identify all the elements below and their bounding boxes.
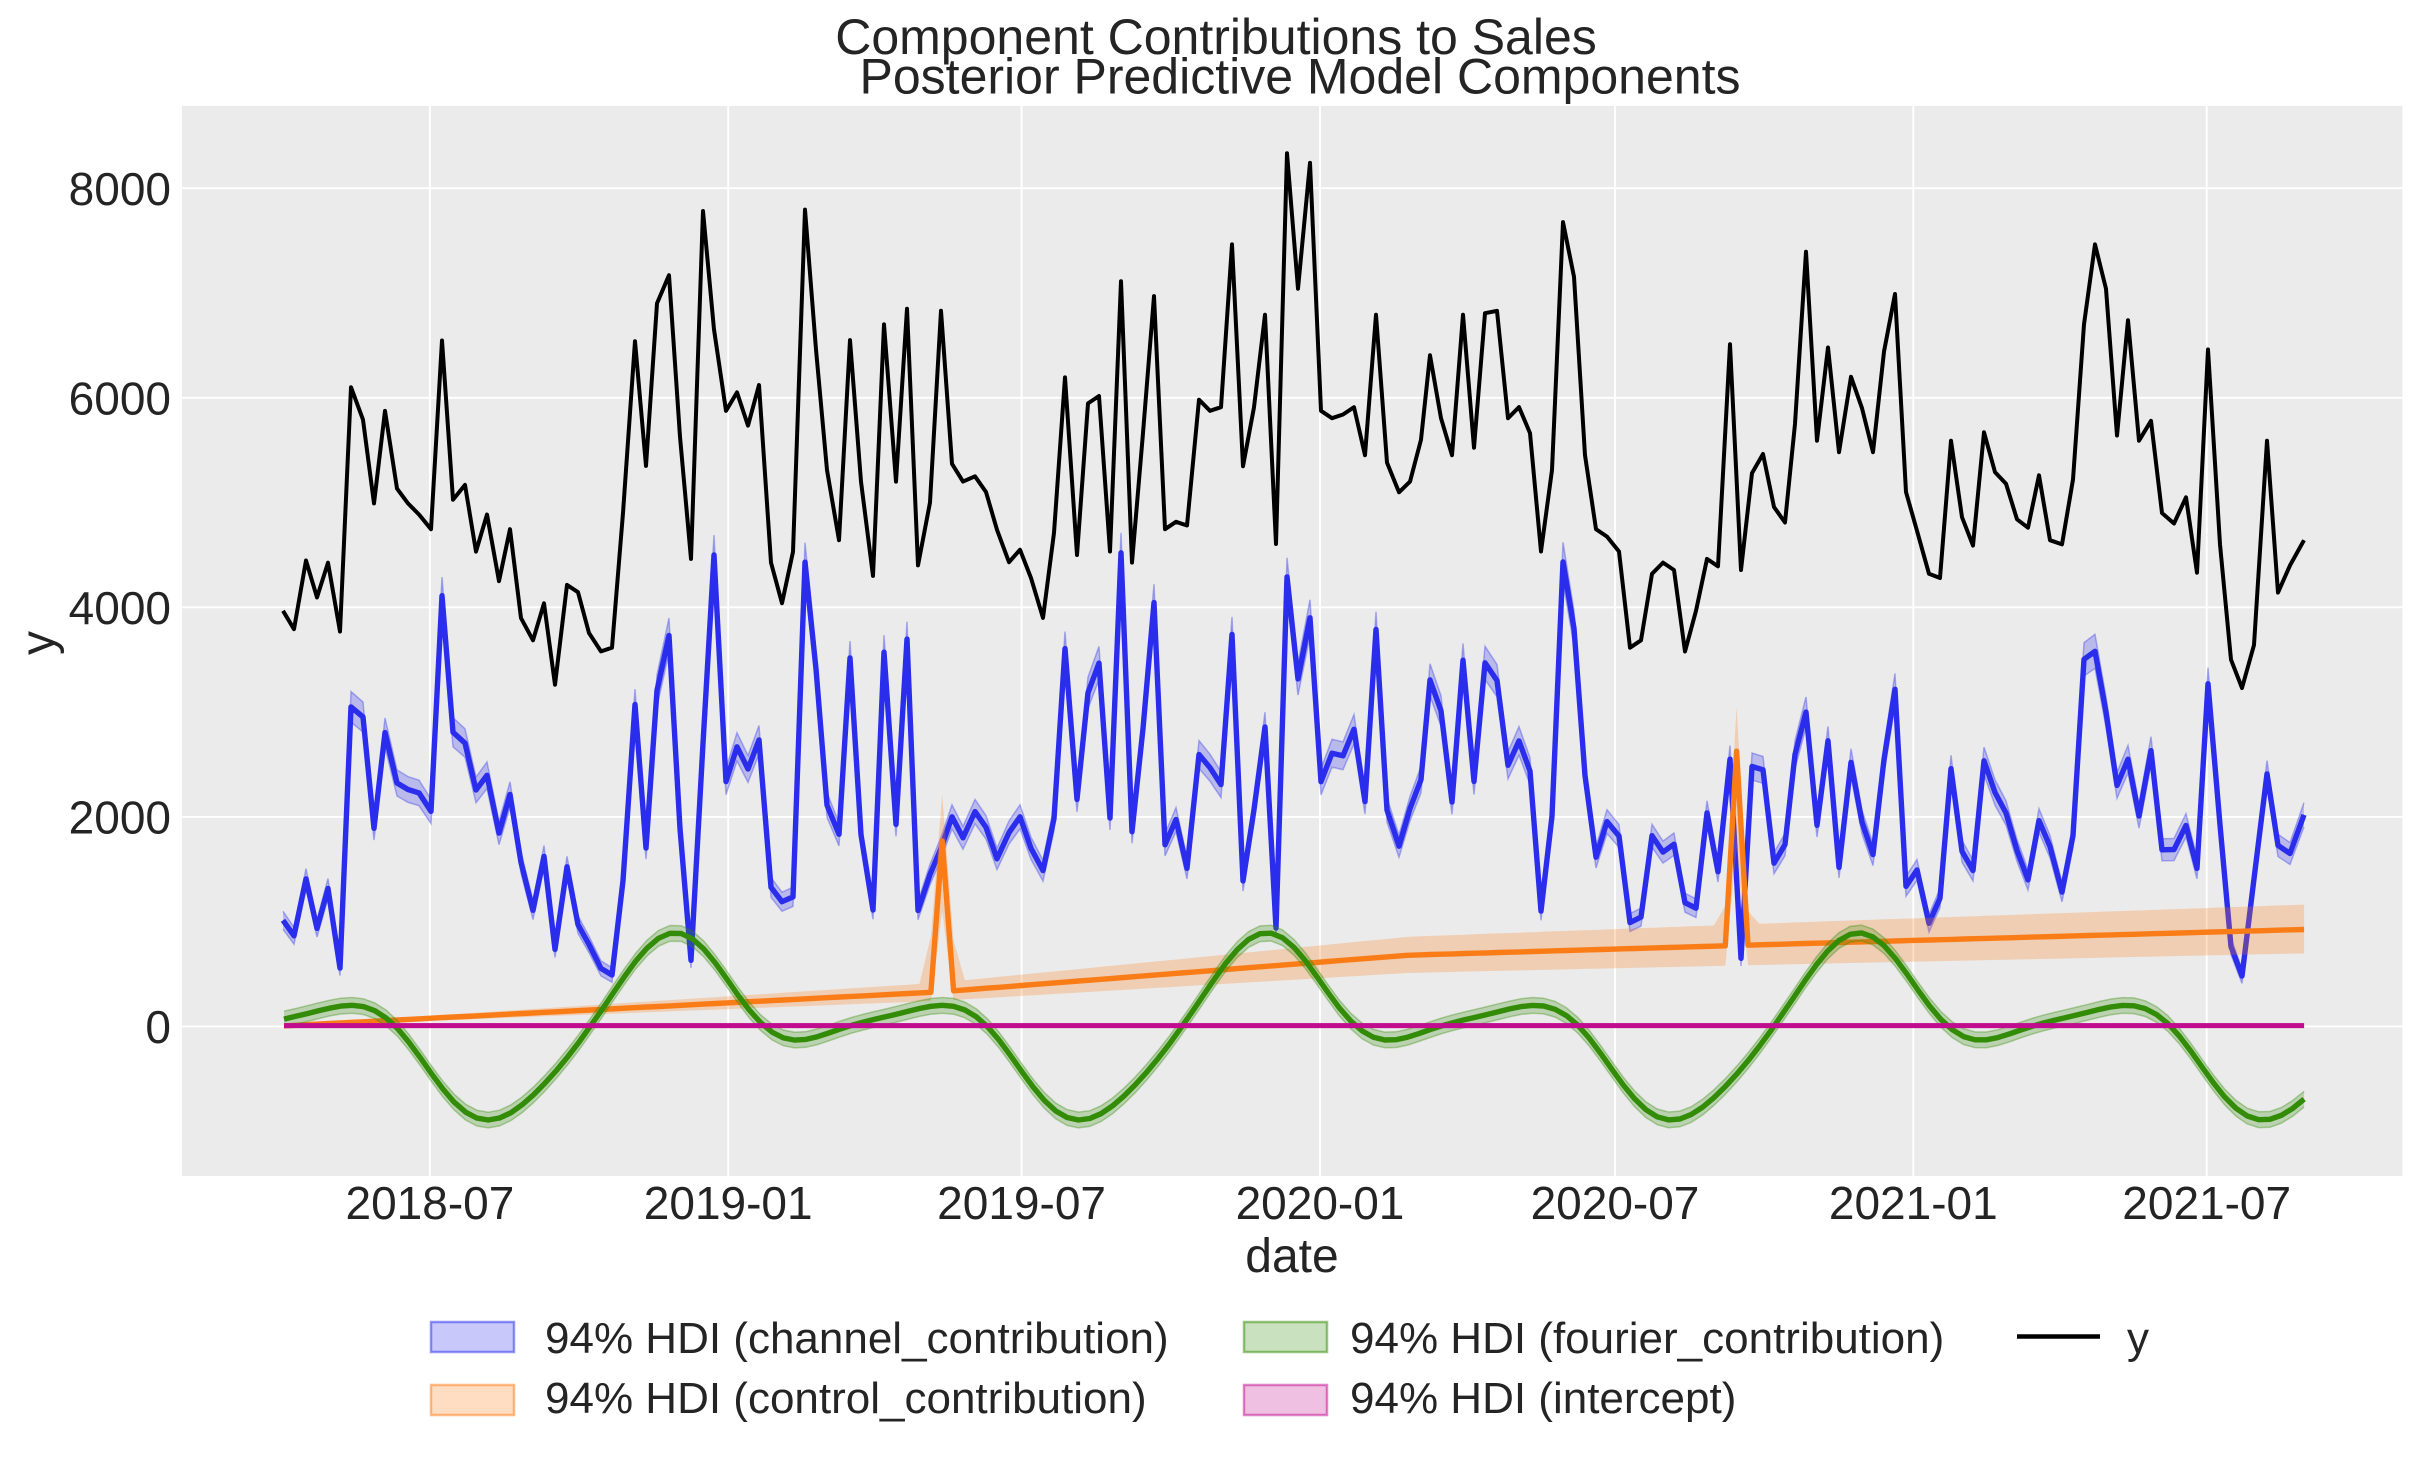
svg-text:94% HDI (intercept): 94% HDI (intercept) bbox=[1350, 1374, 1736, 1423]
svg-text:2021-07: 2021-07 bbox=[2122, 1177, 2291, 1229]
svg-text:94% HDI (control_contribution): 94% HDI (control_contribution) bbox=[545, 1374, 1147, 1423]
svg-text:2021-01: 2021-01 bbox=[1829, 1177, 1998, 1229]
svg-text:2020-01: 2020-01 bbox=[1236, 1177, 1405, 1229]
svg-text:y: y bbox=[12, 631, 65, 655]
svg-text:2020-07: 2020-07 bbox=[1531, 1177, 1700, 1229]
svg-text:6000: 6000 bbox=[69, 373, 171, 425]
svg-text:4000: 4000 bbox=[69, 582, 171, 634]
svg-text:0: 0 bbox=[145, 1001, 171, 1053]
svg-text:Component Contributions to Sal: Component Contributions to Sales bbox=[835, 9, 1597, 65]
svg-text:8000: 8000 bbox=[69, 163, 171, 215]
svg-text:2019-01: 2019-01 bbox=[644, 1177, 813, 1229]
svg-text:Posterior Predictive Model Com: Posterior Predictive Model Components bbox=[860, 49, 1741, 105]
svg-text:94% HDI (channel_contribution): 94% HDI (channel_contribution) bbox=[545, 1314, 1169, 1363]
svg-text:date: date bbox=[1245, 1230, 1338, 1283]
svg-text:2019-07: 2019-07 bbox=[937, 1177, 1106, 1229]
svg-text:2018-07: 2018-07 bbox=[345, 1177, 514, 1229]
svg-text:2000: 2000 bbox=[69, 792, 171, 844]
svg-text:94% HDI (fourier_contribution): 94% HDI (fourier_contribution) bbox=[1350, 1314, 1944, 1363]
svg-text:y: y bbox=[2127, 1314, 2149, 1363]
